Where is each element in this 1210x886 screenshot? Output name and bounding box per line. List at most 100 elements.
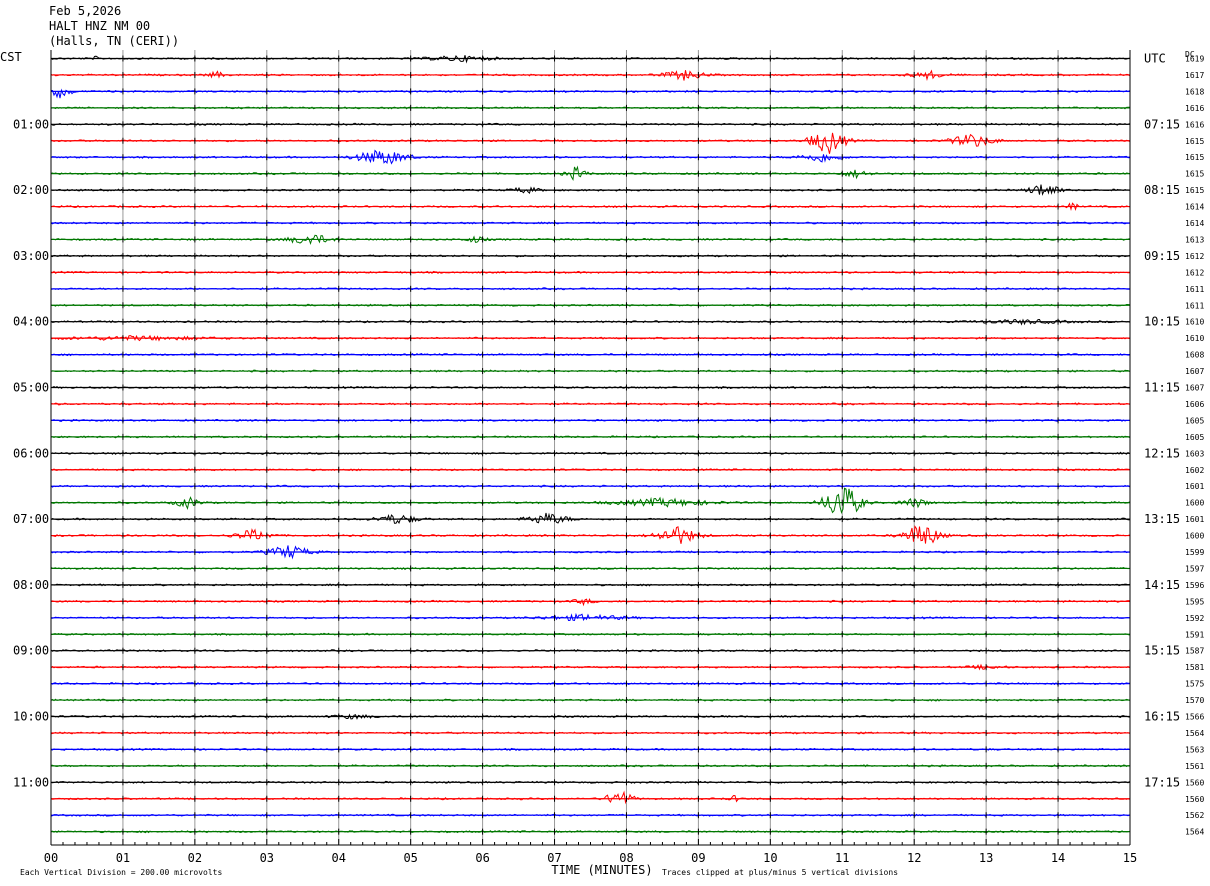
x-tick-label: 13: [979, 851, 993, 865]
dc-offset-label: 1610: [1185, 318, 1204, 327]
left-timezone-label: CST: [0, 50, 22, 64]
dc-offset-label: 1561: [1185, 762, 1204, 771]
dc-offset-label: 1599: [1185, 548, 1204, 557]
left-hour-label: 11:00: [13, 775, 49, 789]
dc-offset-label: 1607: [1185, 384, 1204, 393]
station-code: HALT HNZ NM 00: [49, 19, 151, 33]
x-tick-label: 08: [619, 851, 633, 865]
x-tick-label: 09: [691, 851, 705, 865]
left-hour-label: 02:00: [13, 183, 49, 197]
dc-offset-label: 1615: [1185, 137, 1204, 146]
dc-offset-label: 1591: [1185, 630, 1204, 639]
x-tick-label: 02: [188, 851, 202, 865]
dc-offset-label: 1601: [1185, 515, 1204, 524]
dc-offset-label: 1602: [1185, 466, 1204, 475]
dc-offset-label: 1564: [1185, 828, 1204, 837]
x-tick-label: 00: [44, 851, 58, 865]
dc-offset-label: 1616: [1185, 120, 1204, 129]
dc-offset-label: 1612: [1185, 252, 1204, 261]
left-hour-label: 01:00: [13, 117, 49, 131]
right-hour-label: 14:15: [1144, 578, 1180, 592]
dc-offset-label: 1613: [1185, 235, 1204, 244]
x-tick-label: 03: [260, 851, 274, 865]
right-hour-label: 13:15: [1144, 512, 1180, 526]
right-hour-label: 17:15: [1144, 775, 1180, 789]
dc-offset-label: 1592: [1185, 614, 1204, 623]
left-hour-label: 06:00: [13, 446, 49, 460]
dc-offset-label: 1610: [1185, 334, 1204, 343]
dc-offset-label: 1605: [1185, 416, 1204, 425]
dc-offset-label: 1608: [1185, 351, 1204, 360]
dc-offset-label: 1560: [1185, 795, 1204, 804]
x-tick-label: 05: [403, 851, 417, 865]
left-hour-label: 08:00: [13, 578, 49, 592]
dc-offset-label: 1615: [1185, 186, 1204, 195]
dc-offset-label: 1566: [1185, 713, 1204, 722]
dc-offset-label: 1611: [1185, 301, 1204, 310]
dc-offset-label: 1587: [1185, 647, 1204, 656]
dc-offset-label: 1606: [1185, 400, 1204, 409]
dc-offset-label: 1619: [1185, 55, 1204, 64]
right-hour-label: UTC: [1144, 52, 1166, 66]
dc-offset-label: 1614: [1185, 219, 1204, 228]
right-hour-label: 07:15: [1144, 117, 1180, 131]
dc-offset-label: 1596: [1185, 581, 1204, 590]
dc-offset-label: 1603: [1185, 449, 1204, 458]
x-tick-label: 15: [1123, 851, 1137, 865]
clip-note: Traces clipped at plus/minus 5 vertical …: [662, 868, 898, 877]
seismogram-trace: [50, 512, 1130, 524]
x-tick-label: 01: [116, 851, 130, 865]
right-hour-label: 10:15: [1144, 315, 1180, 329]
dc-offset-label: 1618: [1185, 87, 1204, 96]
x-tick-label: 10: [763, 851, 777, 865]
dc-offset-label: 1607: [1185, 367, 1204, 376]
seismogram-trace: [50, 598, 1130, 607]
x-tick-label: 14: [1051, 851, 1065, 865]
dc-offset-label: 1562: [1185, 811, 1204, 820]
dc-offset-label: 1611: [1185, 285, 1204, 294]
seismogram-trace: [50, 132, 1130, 154]
x-tick-label: 07: [547, 851, 561, 865]
dc-offset-label: 1617: [1185, 71, 1204, 80]
left-hour-label: 04:00: [13, 315, 49, 329]
plot-date: Feb 5,2026: [49, 4, 122, 18]
right-hour-label: 08:15: [1144, 183, 1180, 197]
right-hour-label: 09:15: [1144, 249, 1180, 263]
x-axis-title: TIME (MINUTES): [551, 863, 652, 877]
x-tick-label: 06: [475, 851, 489, 865]
right-hour-label: 12:15: [1144, 446, 1180, 460]
dc-offset-label: 1614: [1185, 203, 1204, 212]
dc-offset-label: 1575: [1185, 680, 1204, 689]
x-tick-label: 12: [907, 851, 921, 865]
x-tick-label: 11: [835, 851, 849, 865]
dc-offset-label: 1600: [1185, 499, 1204, 508]
dc-offset-label: 1615: [1185, 170, 1204, 179]
left-hour-label: 09:00: [13, 644, 49, 658]
dc-offset-label: 1605: [1185, 433, 1204, 442]
right-hour-label: 15:15: [1144, 644, 1180, 658]
dc-offset-label: 1616: [1185, 104, 1204, 113]
left-hour-label: 03:00: [13, 249, 49, 263]
station-location: (Halls, TN (CERI)): [49, 34, 180, 48]
x-tick-label: 04: [332, 851, 346, 865]
seismogram-trace: [50, 790, 1130, 805]
dc-offset-label: 1597: [1185, 564, 1204, 573]
dc-offset-label: 1612: [1185, 268, 1204, 277]
dc-offset-label: 1560: [1185, 778, 1204, 787]
left-hour-label: 10:00: [13, 710, 49, 724]
dc-offset-label: 1595: [1185, 597, 1204, 606]
dc-offset-label: 1570: [1185, 696, 1204, 705]
seismogram-trace: [50, 487, 1130, 515]
left-hour-label: 05:00: [13, 381, 49, 395]
scale-note: Each Vertical Division = 200.00 microvol…: [20, 868, 222, 877]
right-hour-label: 16:15: [1144, 710, 1180, 724]
dc-offset-label: 1564: [1185, 729, 1204, 738]
dc-offset-label: 1601: [1185, 482, 1204, 491]
dc-offset-label: 1563: [1185, 745, 1204, 754]
dc-header: DC: [1185, 50, 1195, 59]
dc-offset-label: 1615: [1185, 153, 1204, 162]
right-hour-label: 11:15: [1144, 381, 1180, 395]
left-hour-label: 07:00: [13, 512, 49, 526]
dc-offset-label: 1581: [1185, 663, 1204, 672]
